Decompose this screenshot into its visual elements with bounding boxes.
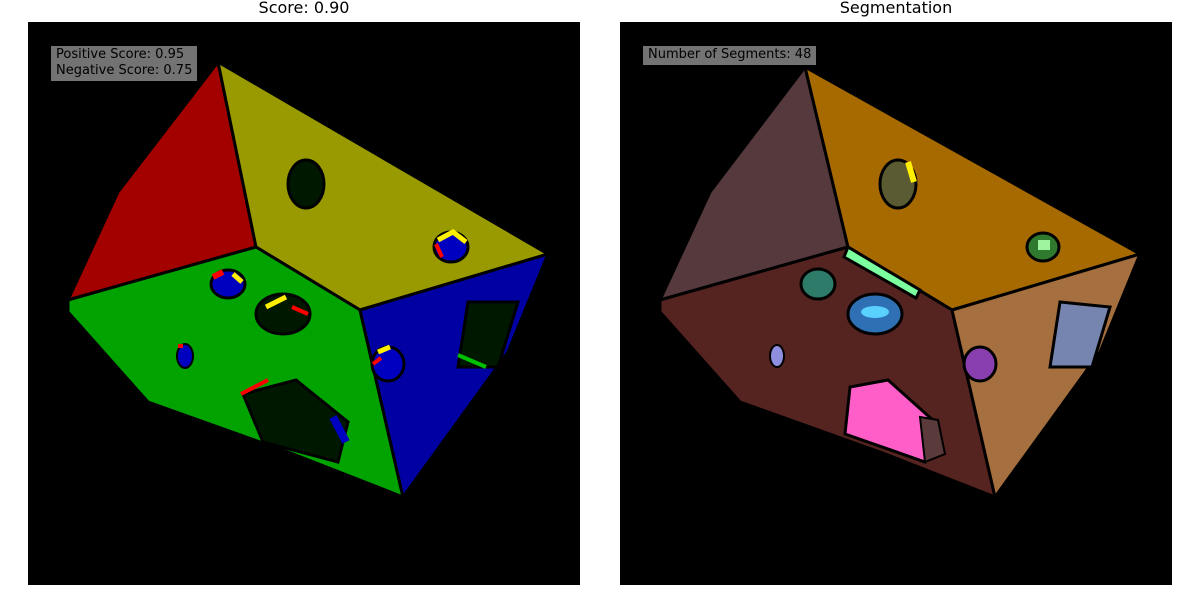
segmentation-image — [657, 63, 1144, 501]
segment-object-lavender-box — [1048, 300, 1112, 369]
score-object-right-box — [456, 300, 521, 369]
score-object-blue-cluster — [370, 345, 406, 383]
segment-object-small-lilac — [769, 344, 785, 368]
segment-object-dark-end — [918, 415, 947, 464]
positive-score-label: Positive Score: 0.95 — [56, 47, 185, 62]
score-info-box: Positive Score: 0.95 Negative Score: 0.7… — [51, 46, 198, 81]
negative-score-label: Negative Score: 0.75 — [56, 63, 193, 78]
score-object-small — [176, 343, 194, 369]
segmentation-title: Segmentation — [839, 0, 953, 17]
score-map-panel: Positive Score: 0.95 Negative Score: 0.7… — [28, 22, 580, 585]
score-map-image — [65, 58, 552, 501]
segment-object-teal-cluster — [799, 267, 837, 301]
segments-info-box: Number of Segments: 48 — [643, 46, 817, 65]
segment-object-lime-bar — [842, 244, 922, 301]
segment-count-label: Number of Segments: 48 — [648, 47, 812, 62]
score-title: Score: 0.90 — [258, 0, 350, 17]
segment-object-olive-oval — [878, 158, 918, 210]
segmentation-panel: Number of Segments: 48 — [620, 22, 1172, 585]
segment-object-purple-cluster — [962, 345, 998, 383]
score-object-dark-oval — [286, 158, 326, 210]
